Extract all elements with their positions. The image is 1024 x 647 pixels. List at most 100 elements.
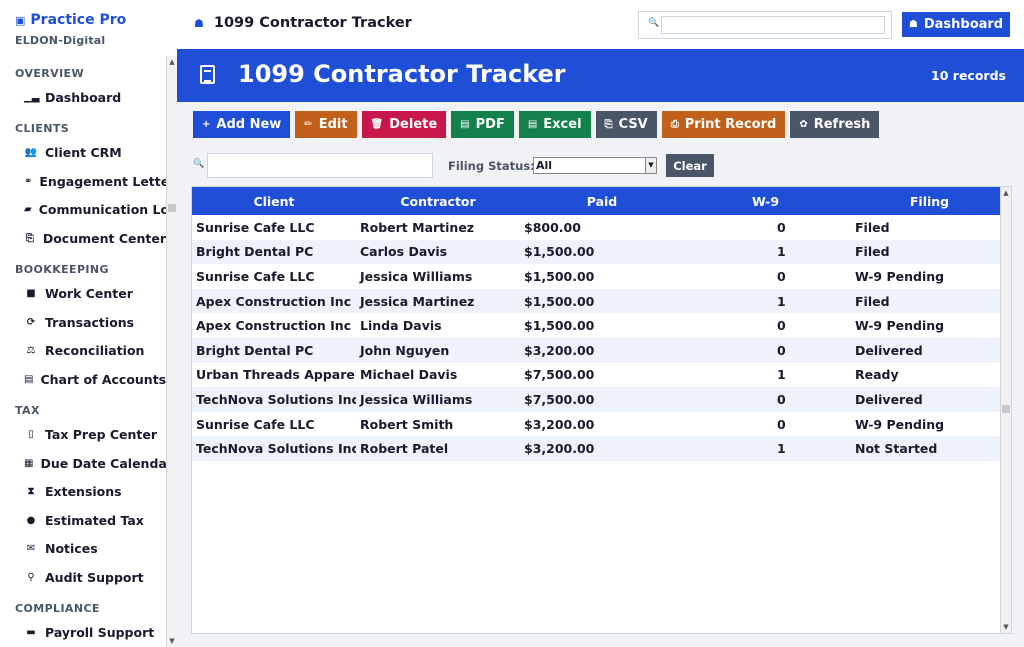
edit-button[interactable]: ✏ Edit — [295, 111, 357, 138]
dashboard-button[interactable]: ☗ Dashboard — [902, 12, 1010, 37]
scroll-up-icon[interactable]: ▲ — [169, 58, 175, 66]
excel-button[interactable]: ▤ Excel — [518, 111, 591, 138]
sidebar-item-payroll-support[interactable]: ▬ Payroll Support — [24, 622, 166, 642]
cell-client: Apex Construction Inc — [196, 318, 352, 334]
scale-icon: ⚖ — [26, 344, 36, 356]
cell-contractor: John Nguyen — [356, 337, 520, 363]
refresh-icon: ⟳ — [26, 316, 36, 328]
cell-paid: $3,200.00 — [520, 337, 684, 363]
sidebar-item-extensions[interactable]: ⧗ Extensions — [24, 481, 166, 501]
print-record-button[interactable]: ⎙ Print Record — [661, 111, 786, 138]
column-header-client[interactable]: Client — [192, 187, 356, 215]
banner-title: 1099 Contractor Tracker — [238, 60, 566, 88]
table-row[interactable]: Sunrise Cafe LLC Jessica Williams $1,500.0… — [192, 264, 1011, 289]
moneybag-icon: ● — [26, 514, 36, 526]
table-row[interactable]: Urban Threads Apparel Michael Davis $7,500… — [192, 363, 1011, 388]
scroll-up-icon[interactable]: ▲ — [1003, 189, 1009, 197]
filter-bar: 🔍 Filing Status: All ▼ Clear — [177, 147, 1024, 183]
page-title: ☗ 1099 Contractor Tracker — [194, 15, 412, 31]
column-header-contractor[interactable]: Contractor — [356, 187, 520, 215]
sidebar-item-reconciliation[interactable]: ⚖ Reconciliation — [24, 340, 166, 360]
table-row[interactable]: Sunrise Cafe LLC Robert Martinez $800.00 0 F… — [192, 215, 1011, 240]
cell-w9: 0 — [777, 416, 786, 432]
clear-filter-button[interactable]: Clear — [666, 154, 714, 177]
refresh-button[interactable]: ✿ Refresh — [790, 111, 880, 138]
filing-status-select[interactable]: All ▼ — [533, 157, 657, 174]
sidebar-item-label: Document Center — [42, 230, 166, 246]
table-row[interactable]: Sunrise Cafe LLC Robert Smith $3,200.00 0 W-… — [192, 412, 1011, 437]
column-header-filing[interactable]: Filing — [847, 187, 1011, 215]
sidebar-item-estimated-tax[interactable]: ● Estimated Tax — [24, 510, 166, 530]
main-content: 1099 Contractor Tracker 10 records + Add … — [177, 49, 1024, 647]
plus-icon: + — [202, 119, 211, 130]
sidebar-item-due-date-calendar[interactable]: ▦ Due Date Calendar — [24, 453, 166, 473]
sidebar-item-label: Work Center — [45, 285, 133, 301]
table-row[interactable]: Apex Construction Inc Jessica Martinez $1,… — [192, 288, 1011, 314]
cell-paid: $1,500.00 — [520, 239, 684, 265]
sidebar-item-chart-of-accounts[interactable]: ▤ Chart of Accounts — [24, 369, 166, 389]
cell-paid: $1,500.00 — [524, 318, 595, 334]
table-scrollbar[interactable]: ▲ ▼ — [1000, 187, 1011, 633]
sidebar-item-tax-prep-center[interactable]: ▯ Tax Prep Center — [24, 424, 166, 444]
delete-button[interactable]: 🗑 Delete — [361, 111, 447, 138]
cell-client: Bright Dental PC — [192, 337, 356, 363]
scroll-down-icon[interactable]: ▼ — [169, 637, 175, 645]
table-row[interactable]: TechNova Solutions Inc Robert Patel $3,200… — [192, 436, 1011, 461]
csv-button[interactable]: ⎘ CSV — [595, 111, 657, 138]
table-search-input[interactable] — [207, 153, 433, 178]
page-banner: 1099 Contractor Tracker 10 records — [177, 49, 1024, 102]
sidebar-section-compliance: COMPLIANCE — [15, 602, 100, 615]
cell-w9: 0 — [777, 219, 786, 235]
cell-client: Sunrise Cafe LLC — [196, 416, 315, 432]
sidebar-item-dashboard[interactable]: ▁▃ Dashboard — [24, 87, 166, 107]
sidebar-scrollbar[interactable]: ▲ ▼ — [166, 56, 177, 647]
add-new-button[interactable]: + Add New — [193, 111, 291, 138]
filing-status-value: All — [536, 159, 553, 172]
pdf-label: PDF — [475, 117, 505, 132]
delete-label: Delete — [389, 117, 438, 132]
table-row[interactable]: Bright Dental PC Carlos Davis $1,500.00 1 Fi… — [192, 239, 1011, 265]
table-row[interactable]: Bright Dental PC John Nguyen $3,200.00 0 Del… — [192, 337, 1011, 363]
pdf-icon: ▤ — [460, 119, 470, 130]
global-search-input[interactable] — [661, 16, 885, 34]
app-icon: ▣ — [15, 13, 26, 27]
cell-paid: $3,200.00 — [524, 416, 595, 432]
sidebar-item-label: Audit Support — [45, 569, 144, 585]
sidebar-scroll-thumb[interactable] — [168, 204, 176, 212]
cell-paid: $7,500.00 — [520, 387, 684, 412]
cell-contractor: Jessica Williams — [356, 387, 520, 412]
cell-w9: 1 — [777, 367, 786, 383]
cell-filing: Filed — [847, 239, 1011, 265]
sidebar-item-engagement-letters[interactable]: ⚭ Engagement Letters — [24, 171, 166, 191]
chevron-down-icon: ▼ — [645, 158, 656, 173]
sidebar-item-document-center[interactable]: ⎘ Document Center — [24, 228, 166, 248]
cell-w9: 0 — [684, 387, 847, 412]
sidebar-item-work-center[interactable]: ■ Work Center — [24, 283, 166, 303]
scroll-down-icon[interactable]: ▼ — [1003, 623, 1009, 631]
column-header-paid[interactable]: Paid — [520, 187, 684, 215]
brand-logo[interactable]: ▣ Practice Pro — [15, 12, 126, 28]
table-row[interactable]: TechNova Solutions Inc Jessica Williams $7… — [192, 387, 1011, 412]
cell-contractor: Robert Martinez — [360, 219, 475, 235]
sidebar-section-tax: TAX — [15, 404, 40, 417]
cell-filing: Not Started — [847, 436, 1011, 461]
table-row[interactable]: Apex Construction Inc Linda Davis $1,500.0… — [192, 313, 1011, 338]
table-scroll-thumb[interactable] — [1002, 405, 1010, 413]
sidebar-item-transactions[interactable]: ⟳ Transactions — [24, 312, 166, 332]
refresh-icon: ✿ — [799, 119, 808, 130]
cell-contractor: Linda Davis — [360, 318, 442, 334]
document-icon — [200, 65, 215, 84]
table-header-row: Client Contractor Paid W-9 Filing — [192, 187, 1011, 215]
briefcase-icon: ▬ — [26, 626, 36, 638]
sidebar-item-label: Communication Log — [38, 201, 166, 217]
sidebar-item-notices[interactable]: ✉ Notices — [24, 538, 166, 558]
cell-paid: $1,500.00 — [520, 288, 684, 314]
cell-w9: 0 — [777, 268, 786, 284]
pdf-button[interactable]: ▤ PDF — [451, 111, 514, 138]
add-new-label: Add New — [216, 117, 282, 132]
column-header-w9[interactable]: W-9 — [684, 187, 847, 215]
sidebar-item-communication-log[interactable]: ▰ Communication Log — [24, 199, 166, 219]
sidebar-item-client-crm[interactable]: 👥 Client CRM — [24, 142, 166, 162]
excel-label: Excel — [543, 117, 582, 132]
sidebar-item-audit-support[interactable]: ⚲ Audit Support — [24, 567, 166, 587]
